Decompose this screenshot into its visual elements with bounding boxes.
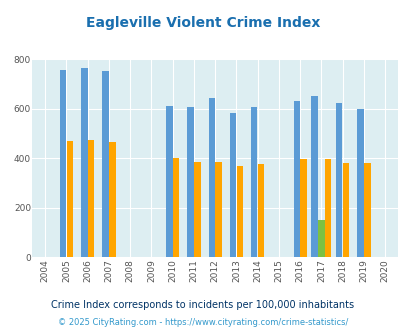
Bar — [102, 71, 109, 257]
Bar — [194, 162, 200, 257]
Bar — [173, 158, 179, 257]
Bar — [342, 163, 348, 257]
Bar — [208, 98, 215, 257]
Bar — [335, 104, 342, 257]
Bar — [324, 159, 330, 257]
Bar — [166, 106, 172, 257]
Bar — [318, 220, 324, 257]
Bar — [187, 107, 193, 257]
Text: Crime Index corresponds to incidents per 100,000 inhabitants: Crime Index corresponds to incidents per… — [51, 300, 354, 310]
Bar — [300, 159, 306, 257]
Bar — [81, 68, 87, 257]
Bar — [293, 101, 299, 257]
Text: Eagleville Violent Crime Index: Eagleville Violent Crime Index — [85, 16, 320, 30]
Bar — [356, 109, 363, 257]
Bar — [250, 107, 257, 257]
Bar — [236, 166, 243, 257]
Bar — [311, 96, 317, 257]
Bar — [109, 142, 115, 257]
Bar — [87, 140, 94, 257]
Bar — [66, 141, 73, 257]
Bar — [60, 70, 66, 257]
Bar — [229, 113, 236, 257]
Bar — [215, 162, 221, 257]
Text: © 2025 CityRating.com - https://www.cityrating.com/crime-statistics/: © 2025 CityRating.com - https://www.city… — [58, 318, 347, 327]
Bar — [257, 164, 264, 257]
Bar — [363, 163, 370, 257]
